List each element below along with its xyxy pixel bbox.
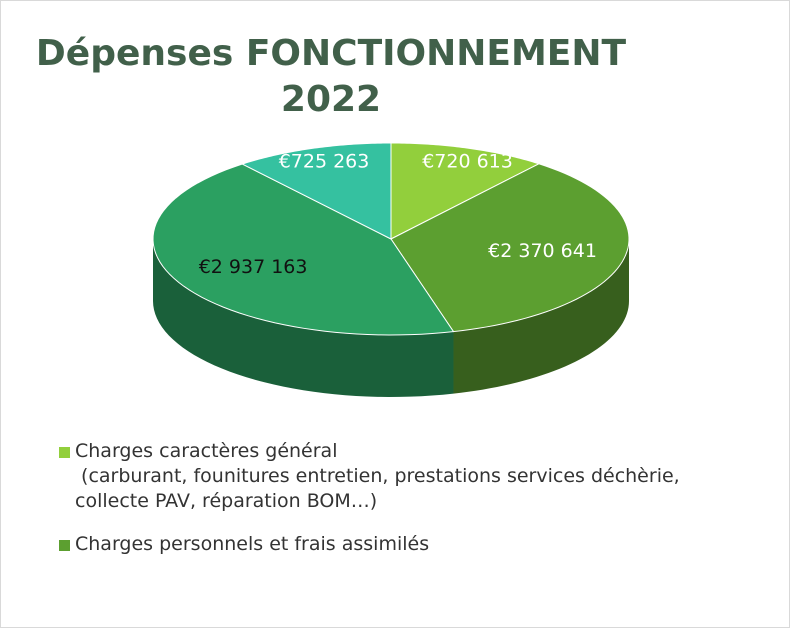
pie-slice-side (453, 239, 629, 394)
data-label: €720 613 (422, 150, 513, 172)
pie-slice (390, 142, 541, 240)
pie-slice-side (153, 239, 454, 397)
legend: Charges caractères général (carburant, f… (59, 439, 779, 575)
data-label: €2 937 163 (199, 256, 308, 278)
data-label: €2 370 641 (488, 240, 597, 262)
legend-label: Charges caractères général (carburant, f… (75, 440, 680, 512)
chart-title: Dépenses FONCTIONNEMENT 2022 (35, 33, 627, 120)
legend-label: Charges personnels et frais assimilés (75, 533, 430, 555)
pie-slice (241, 142, 392, 240)
legend-item: Charges personnels et frais assimilés (59, 532, 779, 557)
legend-swatch (59, 540, 70, 551)
legend-swatch (59, 447, 70, 458)
legend-item: Charges caractères général (carburant, f… (59, 439, 779, 514)
data-label: €725 263 (279, 150, 370, 172)
pie-slice (390, 163, 630, 333)
pie-slice (152, 163, 455, 336)
